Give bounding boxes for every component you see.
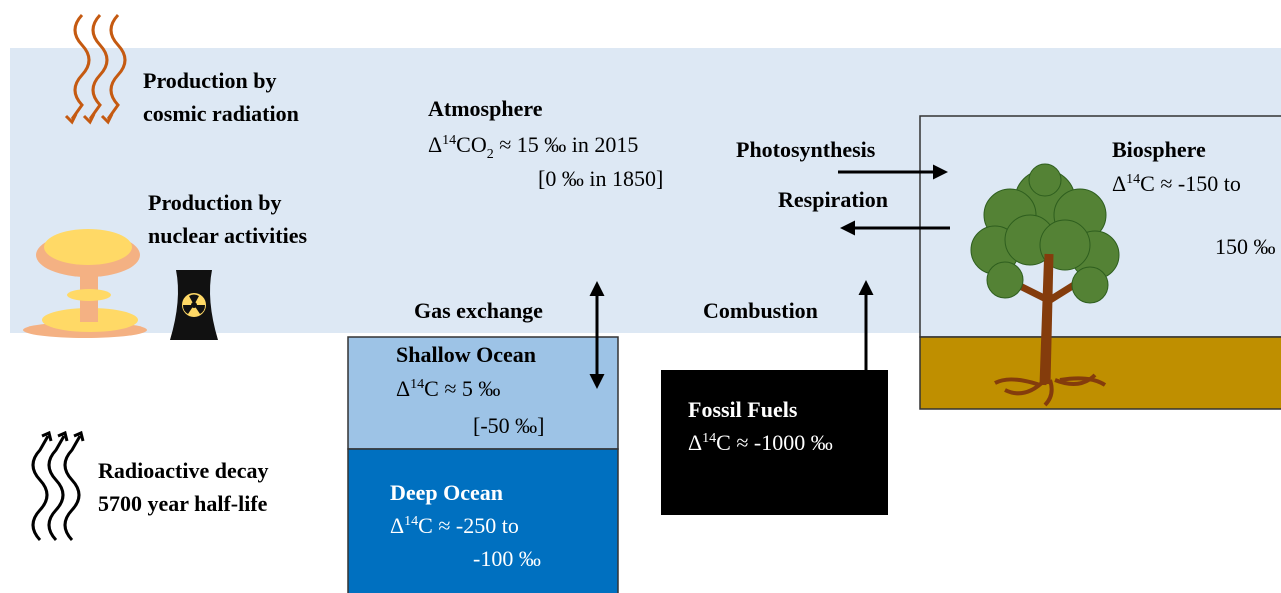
soil <box>919 336 1281 410</box>
text-part: 14 <box>410 377 424 392</box>
text-part: 14 <box>442 133 456 148</box>
text-part: Δ <box>428 132 442 157</box>
cooling-tower-icon <box>170 270 218 340</box>
text-part: 14 <box>1126 172 1140 187</box>
cosmic-label: cosmic radiation <box>143 101 299 126</box>
biosphere-range: 150 ‰ <box>1215 234 1276 259</box>
fossil-fuels-delta: Δ14C ≈ -1000 ‰ <box>688 430 833 455</box>
text-part: 14 <box>404 514 418 529</box>
shallow-ocean-delta: Δ14C ≈ 5 ‰ <box>396 376 500 401</box>
text-part: C ≈ 5 ‰ <box>424 376 500 401</box>
text-part: 14 <box>702 431 716 446</box>
nuclear-label: Production by <box>148 190 281 215</box>
text-part: C ≈ -1000 ‰ <box>716 430 833 455</box>
biosphere-delta: Δ14C ≈ -150 to <box>1112 171 1241 196</box>
flux-label: Photosynthesis <box>736 137 876 162</box>
decay-label: Radioactive decay <box>98 458 268 483</box>
decay-icon <box>31 430 85 542</box>
text-part: Δ <box>1112 171 1126 196</box>
nuclear-label: nuclear activities <box>148 223 307 248</box>
cosmic-rays-icon <box>64 13 127 125</box>
atmosphere-title: Atmosphere <box>428 96 543 121</box>
text-part: ≈ 15 ‰ in 2015 <box>494 132 639 157</box>
shallow-ocean-title: Shallow Ocean <box>396 342 536 367</box>
cosmic-label: Production by <box>143 68 276 93</box>
flux-label: Gas exchange <box>414 298 543 323</box>
text-part: Δ <box>688 430 702 455</box>
text-part: C ≈ -150 to <box>1140 171 1241 196</box>
deep-ocean-title: Deep Ocean <box>390 480 503 505</box>
text-part: 2 <box>487 147 494 162</box>
text-part: C ≈ -250 to <box>418 513 519 538</box>
deep-ocean-range: -100 ‰ <box>473 546 541 571</box>
decay-label: 5700 year half-life <box>98 491 268 516</box>
biosphere-title: Biosphere <box>1112 137 1206 162</box>
text-part: Δ <box>390 513 404 538</box>
text-part: Δ <box>396 376 410 401</box>
flux-label: Combustion <box>703 298 818 323</box>
deep-ocean-box <box>347 448 619 593</box>
fossil-fuels-box <box>661 370 888 515</box>
shallow-ocean-note: [-50 ‰] <box>473 413 544 438</box>
fossil-fuels-title: Fossil Fuels <box>688 397 798 422</box>
text-part: CO <box>456 132 487 157</box>
mushroom-cloud-icon <box>23 229 147 338</box>
deep-ocean-delta: Δ14C ≈ -250 to <box>390 513 519 538</box>
tree-icon <box>970 163 1120 407</box>
atmosphere-delta: Δ14CO2 ≈ 15 ‰ in 2015 <box>428 132 638 162</box>
flux-label: Respiration <box>778 187 888 212</box>
atmosphere-note: [0 ‰ in 1850] <box>538 166 663 191</box>
